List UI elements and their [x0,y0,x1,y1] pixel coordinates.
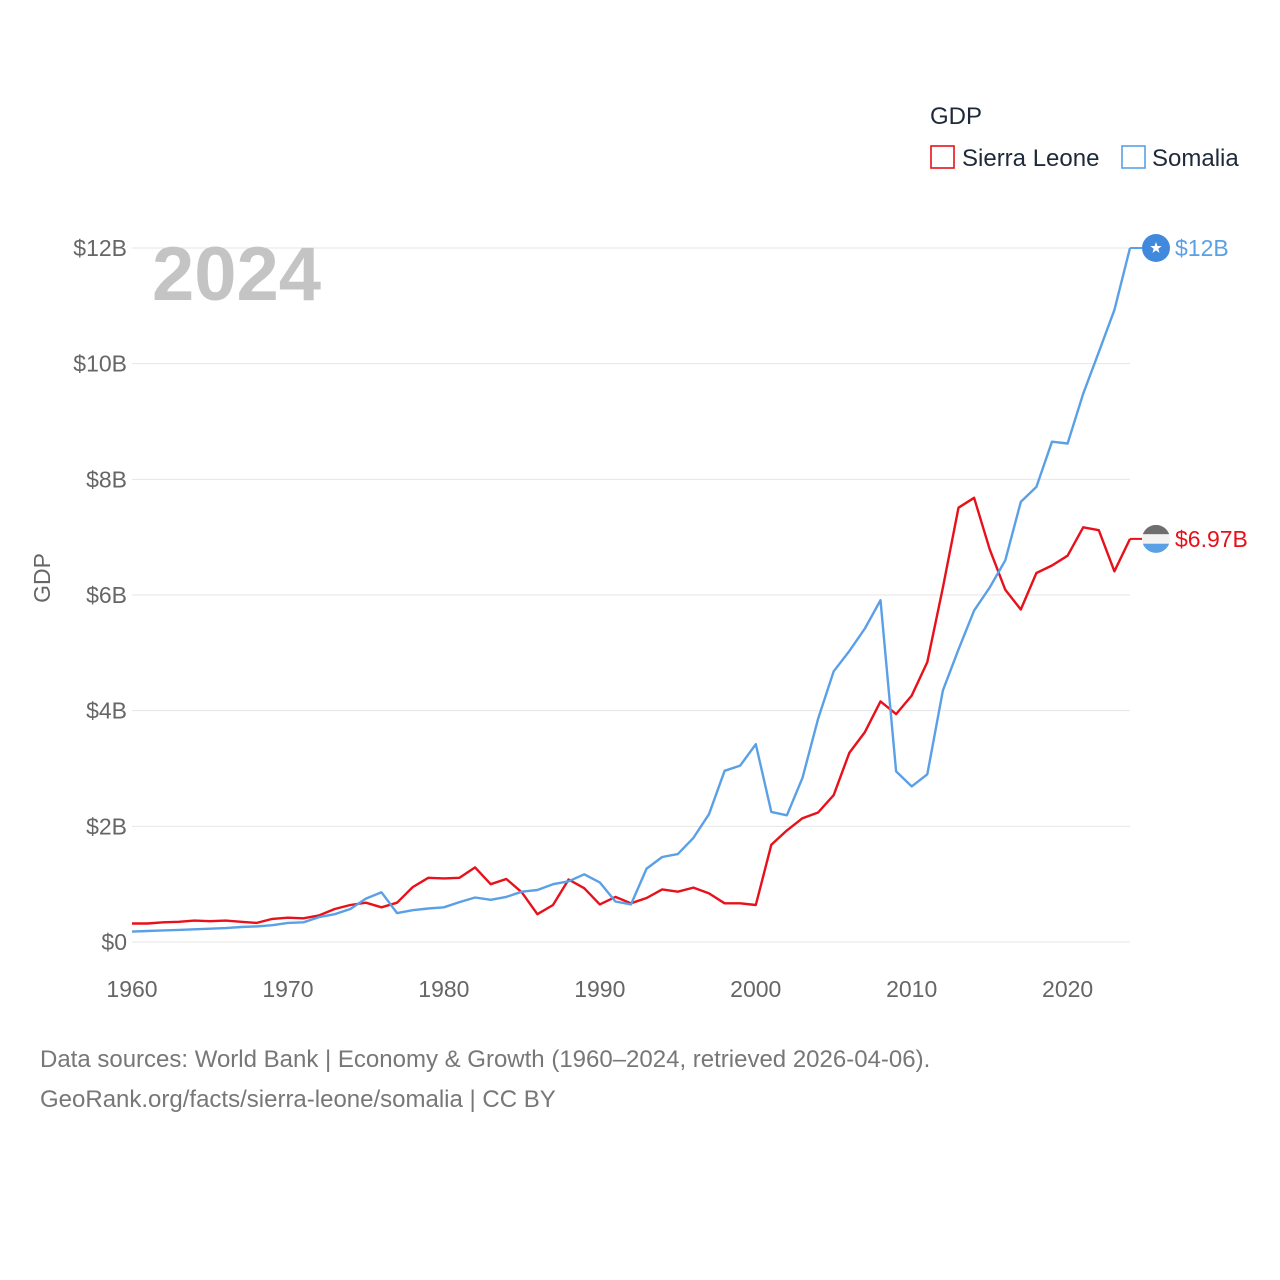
somalia-flag-icon [1142,234,1170,262]
gridlines [132,247,1130,943]
source-line-2: GeoRank.org/facts/sierra-leone/somalia |… [40,1086,556,1113]
legend-item-sierra-leone[interactable]: Sierra Leone [930,145,1099,172]
x-tick-label: 1960 [106,976,157,1002]
y-tick-label: $4B [86,698,127,724]
series-lines [131,247,1132,933]
source-note: Data sources: World Bank | Economy & Gro… [40,1040,1240,1120]
y-tick-label: $8B [86,466,127,492]
legend-item-somalia[interactable]: Somalia [1121,145,1239,172]
x-axis-ticks: 1960 1970 1980 1990 2000 2010 2020 [106,976,1093,1002]
series-line-somalia[interactable] [131,247,1132,933]
y-tick-label: $10B [73,351,127,377]
end-label-somalia: $12B [1175,235,1229,261]
source-line-1: Data sources: World Bank | Economy & Gro… [40,1046,931,1073]
legend-label-sierra-leone: Sierra Leone [962,145,1099,172]
end-markers: $6.97B $12B [1130,234,1248,553]
x-tick-label: 1980 [418,976,469,1002]
end-label-sierra-leone: $6.97B [1175,526,1248,552]
y-tick-label: $6B [86,582,127,608]
legend-label-somalia: Somalia [1152,145,1239,172]
x-tick-label: 1970 [262,976,313,1002]
x-tick-label: 2020 [1042,976,1093,1002]
sierra-leone-flag-icon [1142,524,1170,553]
legend-swatch-sierra-leone [930,145,955,169]
x-tick-label: 2010 [886,976,937,1002]
x-tick-label: 2000 [730,976,781,1002]
x-tick-label: 1990 [574,976,625,1002]
y-tick-label: $2B [86,813,127,839]
y-axis-ticks: $0 $2B $4B $6B $8B $10B $12B [73,235,127,955]
legend-title: GDP [930,103,982,130]
y-tick-label: $0 [101,929,127,955]
y-tick-label: $12B [73,235,127,261]
legend-swatch-somalia [1121,145,1146,169]
year-watermark: 2024 [152,232,321,317]
legend: GDP Sierra Leone Somalia [930,103,1239,172]
y-axis-title: GDP [29,553,55,603]
